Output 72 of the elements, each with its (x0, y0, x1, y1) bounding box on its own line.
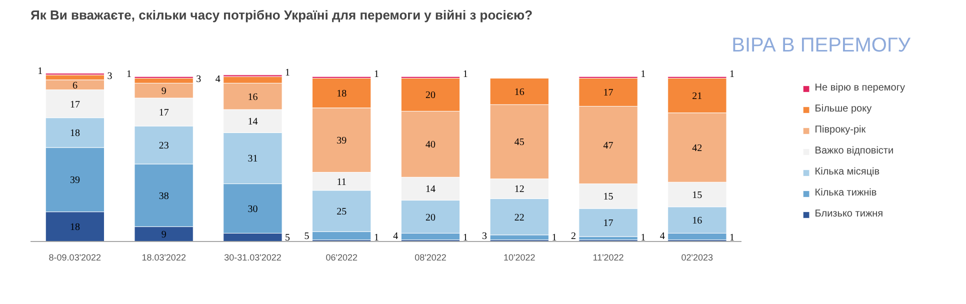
legend-label: Більше року (814, 104, 872, 114)
data-label: 1 (126, 69, 132, 80)
x-tick-label: 06'2022 (326, 252, 358, 262)
data-label: 21 (692, 91, 702, 102)
data-label: 5 (285, 232, 290, 244)
data-label: 1 (462, 69, 468, 80)
data-label: 22 (514, 212, 524, 224)
data-label: 18 (70, 222, 80, 234)
data-label: 4 (660, 230, 665, 242)
text: ВІРА В ПЕРЕМОГУ (732, 34, 911, 56)
data-label: 17 (158, 108, 169, 119)
x-tick-label: 10'2022 (504, 252, 536, 262)
chart-title: Як Ви вважаєте, скільки часу потрібно Україні для перемоги у війні з росією? (30, 8, 533, 22)
data-label: 23 (158, 140, 169, 152)
data-label: 1 (730, 69, 734, 80)
data-label: 31 (248, 154, 258, 165)
data-label: 1 (552, 232, 557, 244)
data-label: 40 (426, 140, 436, 151)
legend-label: Близько тижня (814, 208, 884, 220)
data-label: 18 (336, 88, 347, 100)
x-tick-label: 30-31.03'2022 (224, 252, 282, 262)
data-label: 1 (374, 69, 379, 80)
data-label: 38 (158, 190, 169, 202)
data-label: 14 (248, 116, 258, 128)
data-label: 3 (107, 70, 112, 82)
legend-label: Кілька місяців (814, 166, 880, 178)
data-label: 16 (248, 92, 258, 103)
data-label: 4 (393, 230, 398, 242)
data-label: 16 (514, 86, 524, 98)
data-label: 17 (603, 88, 614, 99)
data-label: 3 (482, 230, 488, 242)
data-label: 1 (640, 69, 646, 80)
data-label: 1 (640, 232, 646, 244)
data-label: 3 (196, 74, 202, 86)
data-label: 30 (248, 204, 258, 216)
legend-label: Не вірю в перемогу (814, 82, 905, 94)
data-label: 15 (603, 192, 614, 203)
data-label: 39 (70, 175, 80, 186)
x-tick-label: 11'2022 (592, 252, 624, 262)
data-label: 9 (161, 230, 166, 241)
x-tick-label: 8-09.03'2022 (48, 252, 102, 262)
data-label: 20 (426, 90, 436, 102)
data-label: 47 (603, 140, 614, 152)
data-label: 2 (570, 230, 576, 242)
data-label: 20 (426, 212, 436, 224)
data-label: 25 (336, 206, 347, 218)
x-tick-label: 02'2023 (681, 252, 714, 262)
legend-label: Кілька тижнів (814, 188, 877, 198)
data-label: 11 (336, 176, 346, 188)
data-label: 39 (336, 136, 347, 147)
data-label: 1 (462, 232, 468, 244)
data-label: 17 (603, 218, 614, 230)
data-label: 12 (514, 184, 524, 196)
data-label: 6 (72, 80, 78, 92)
data-label: 17 (70, 99, 80, 110)
legend-label: Півроку-рік (814, 124, 866, 136)
data-label: 1 (730, 232, 734, 244)
data-label: 42 (692, 142, 702, 154)
data-label: 18 (70, 128, 80, 140)
data-label: 1 (285, 68, 290, 79)
data-label: 16 (692, 216, 702, 227)
data-label: 1 (374, 232, 379, 244)
x-tick-label: 18.03'2022 (142, 252, 186, 262)
data-label: 9 (161, 86, 166, 98)
legend-label: Важко відповісти (814, 146, 894, 156)
data-label: 1 (38, 66, 43, 77)
x-tick-label: 08'2022 (414, 252, 446, 262)
data-label: 45 (514, 137, 524, 148)
data-label: 14 (426, 184, 436, 196)
data-label: 4 (215, 74, 220, 86)
data-label: 5 (304, 230, 310, 242)
data-label: 15 (692, 190, 702, 201)
